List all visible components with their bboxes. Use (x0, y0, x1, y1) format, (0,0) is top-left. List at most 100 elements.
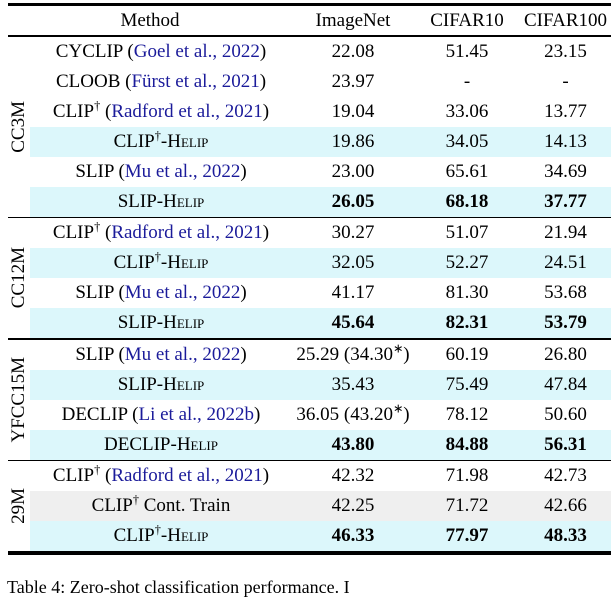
group-separator-rule (8, 459, 611, 461)
citation-link[interactable]: Mu et al., 2022 (124, 160, 241, 182)
table-row: CLIP†-Helip 19.86 34.05 14.13 (30, 126, 611, 157)
method-cell: CLIP† (Radford et al., 2021) (52, 219, 270, 243)
dagger-superscript: † (154, 249, 161, 264)
metric-cell: 42.66 (544, 495, 587, 516)
metric-cell: 30.27 (331, 222, 375, 243)
table-row: CLIP† (Radford et al., 2021) 19.04 33.06 13… (30, 97, 611, 127)
paper-table-figure: Method ImageNet CIFAR10 CIFAR100 CC3M CYC… (7, 3, 611, 597)
citation-link[interactable]: Li et al., 2022b (138, 403, 255, 425)
group-label-column: YFCC15M (8, 340, 30, 460)
header-rule (8, 34, 611, 37)
metric-cell: 84.88 (445, 433, 489, 455)
group-rows: CLIP† (Radford et al., 2021) 42.32 71.98 42… (30, 461, 611, 551)
dagger-superscript: † (94, 98, 101, 113)
table-row: SLIP (Mu et al., 2022) 25.29 (34.30∗) 60.1… (30, 340, 611, 370)
method-cell: SLIP-Helip (117, 373, 205, 395)
dagger-superscript: † (154, 128, 161, 143)
metric-cell: 77.97 (445, 525, 489, 546)
table-row: SLIP-Helip 35.43 75.49 47.84 (30, 369, 611, 400)
group-rows: CLIP† (Radford et al., 2021) 30.27 51.07 21… (30, 218, 611, 338)
method-cell: SLIP (Mu et al., 2022) (75, 343, 247, 365)
metric-cell: 51.07 (445, 222, 489, 243)
metric-cell: 42.25 (331, 495, 375, 516)
metric-cell: 24.51 (544, 252, 587, 273)
metric-cell: 71.72 (445, 495, 489, 516)
citation-link[interactable]: Radford et al., 2021 (111, 100, 263, 122)
metric-cell: 26.80 (544, 343, 587, 365)
dataset-group-label: YFCC15M (8, 356, 29, 443)
metric-cell: 50.60 (544, 403, 587, 425)
method-cell: DECLIP (Li et al., 2022b) (61, 403, 261, 425)
group-rows: CYCLIP (Goel et al., 2022) 22.08 51.45 23.1… (30, 37, 611, 217)
metric-cell: 42.32 (331, 465, 375, 486)
metric-cell: 53.79 (544, 312, 587, 333)
citation-link[interactable]: Goel et al., 2022 (133, 40, 260, 62)
table-caption: Table 4: Zero-shot classification perfor… (7, 577, 350, 597)
table-row: CLIP† (Radford et al., 2021) 30.27 51.07 21… (30, 218, 611, 248)
metric-cell: 46.33 (331, 525, 375, 546)
table-row: SLIP-Helip 45.64 82.31 53.79 (30, 308, 611, 338)
metric-cell: 35.43 (331, 373, 375, 395)
metric-cell: 19.04 (331, 100, 375, 122)
bottom-rule (8, 551, 611, 555)
dataset-group: CC3M CYCLIP (Goel et al., 2022) 22.08 51.45… (8, 37, 611, 217)
dagger-superscript: † (94, 219, 101, 234)
metric-cell: 34.69 (544, 160, 587, 182)
column-header-cifar10: CIFAR10 (430, 9, 504, 31)
metric-cell: 68.18 (445, 190, 489, 212)
metric-cell: 41.17 (331, 282, 375, 303)
table-row: DECLIP (Li et al., 2022b) 36.05 (43.20∗) 7… (30, 400, 611, 430)
table-row: SLIP (Mu et al., 2022) 41.17 81.30 53.68 (30, 278, 611, 308)
table-row: CLIP†-Helip 32.05 52.27 24.51 (30, 248, 611, 278)
method-cell: SLIP-Helip (117, 312, 205, 333)
table-row: CLIP† Cont. Train 42.25 71.72 42.66 (30, 491, 611, 521)
table-row: SLIP-Helip 26.05 68.18 37.77 (30, 186, 611, 217)
metric-cell: 13.77 (544, 100, 587, 122)
table-row: CLIP†-Helip 46.33 77.97 48.33 (30, 521, 611, 551)
results-table: Method ImageNet CIFAR10 CIFAR100 CC3M CYC… (8, 3, 611, 555)
group-label-column: CC3M (8, 37, 30, 217)
citation-link[interactable]: Fürst et al., 2021 (131, 70, 260, 92)
metric-cell: 32.05 (331, 252, 375, 273)
dataset-group-label: CC12M (8, 247, 29, 309)
group-separator-rule (8, 338, 611, 340)
dagger-superscript: † (154, 522, 161, 537)
column-header-imagenet: ImageNet (315, 9, 391, 31)
method-cell: CYCLIP (Goel et al., 2022) (55, 40, 267, 62)
metric-cell: 51.45 (445, 40, 489, 62)
citation-link[interactable]: Mu et al., 2022 (124, 282, 241, 303)
metric-cell: 60.19 (445, 343, 489, 365)
metric-cell: 47.84 (544, 373, 587, 395)
citation-link[interactable]: Radford et al., 2021 (111, 465, 263, 486)
method-cell: CLIP†-Helip (113, 522, 209, 546)
method-cell: DECLIP-Helip (104, 433, 218, 455)
metric-cell: 21.94 (544, 222, 587, 243)
metric-cell: 23.00 (331, 160, 375, 182)
metric-cell: 45.64 (331, 312, 375, 333)
column-header-method: Method (120, 9, 180, 31)
metric-cell: 14.13 (544, 130, 587, 152)
metric-cell: 53.68 (544, 282, 587, 303)
table-row: CLOOB (Fürst et al., 2021) 23.97 - - (30, 67, 611, 97)
citation-link[interactable]: Radford et al., 2021 (111, 222, 263, 243)
metric-cell: - (562, 70, 569, 92)
dataset-group: YFCC15M SLIP (Mu et al., 2022) 25.29 (34.3… (8, 340, 611, 460)
dataset-group: CC12M CLIP† (Radford et al., 2021) 30.27 51… (8, 218, 611, 338)
method-cell: CLIP†-Helip (113, 128, 209, 152)
method-cell: SLIP (Mu et al., 2022) (75, 282, 247, 303)
metric-cell: 56.31 (544, 433, 587, 455)
method-cell: CLIP†-Helip (113, 249, 209, 273)
group-separator-rule (8, 216, 611, 218)
method-cell: CLIP† (Radford et al., 2021) (52, 98, 270, 122)
dagger-superscript: † (94, 462, 101, 477)
dataset-group-label: CC3M (8, 100, 29, 153)
metric-cell: 37.77 (544, 190, 587, 212)
dataset-group-label: 29M (8, 488, 29, 524)
citation-link[interactable]: Mu et al., 2022 (124, 343, 241, 365)
asterisk-superscript: ∗ (392, 341, 404, 356)
dagger-superscript: † (132, 492, 139, 507)
metric-cell: 25.29 (34.30∗) (296, 341, 410, 365)
metric-cell: 75.49 (445, 373, 489, 395)
metric-cell: 48.33 (544, 525, 587, 546)
table-row: CYCLIP (Goel et al., 2022) 22.08 51.45 23.1… (30, 37, 611, 67)
